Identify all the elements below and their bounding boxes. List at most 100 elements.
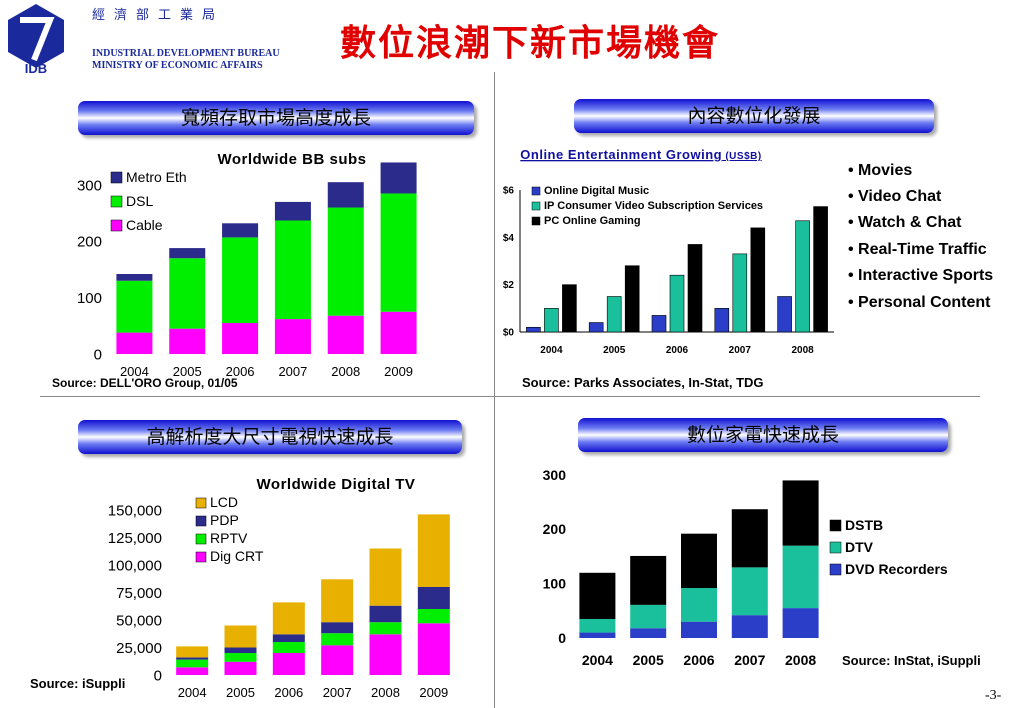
legend-swatch [531, 186, 541, 196]
y-tick-label: 300 [77, 177, 102, 194]
bar-segment [369, 548, 402, 606]
x-tick-label: 2007 [278, 364, 307, 379]
bar-segment [417, 609, 450, 624]
y-tick-label: 0 [94, 346, 102, 363]
bar-segment [116, 332, 153, 354]
y-tick-label: $2 [503, 280, 515, 291]
bar-segment [417, 514, 450, 587]
y-tick-label: $0 [503, 328, 515, 339]
legend-swatch [531, 201, 541, 211]
org-name-en-2: MINISTRY OF ECONOMIC AFFAIRS [92, 60, 263, 71]
source-tr: Source: Parks Associates, In-Stat, TDG [522, 375, 764, 390]
bar-segment [272, 602, 305, 635]
x-tick-label: 2008 [371, 685, 400, 700]
x-tick-label: 2006 [226, 364, 255, 379]
x-tick-label: 2007 [734, 652, 765, 668]
idb-logo: IDB [8, 4, 64, 74]
legend-label: RPTV [210, 530, 248, 546]
bullet-item: • Real-Time Traffic [848, 241, 987, 258]
x-tick-label: 2006 [274, 685, 303, 700]
bar-segment [169, 328, 206, 354]
bar-segment [782, 608, 819, 638]
bar-segment [579, 632, 616, 638]
bar-segment [630, 555, 667, 605]
chart-title: Worldwide Digital TV [257, 476, 416, 493]
legend-swatch [531, 216, 541, 226]
y-tick-label: 25,000 [116, 640, 162, 657]
legend-label: LCD [210, 494, 238, 510]
x-tick-label: 2008 [331, 364, 360, 379]
bar [651, 315, 667, 333]
bar-segment [272, 653, 305, 675]
bar-segment [272, 634, 305, 642]
legend-swatch [110, 171, 123, 184]
x-tick-label: 2006 [666, 345, 689, 356]
page-title: 數位浪潮下新市場機會 [340, 22, 721, 64]
banner-tr-label: 內容數位化發展 [687, 105, 821, 127]
x-tick-label: 2004 [582, 652, 613, 668]
bar [526, 326, 541, 333]
chart-title: Worldwide BB subs [217, 151, 366, 168]
bar-segment [369, 605, 402, 623]
bar [588, 322, 604, 333]
x-tick-label: 2005 [603, 345, 626, 356]
bar [732, 253, 748, 333]
bar-segment [321, 579, 354, 623]
horizontal-divider [40, 396, 980, 397]
bar-segment [224, 661, 257, 675]
bar-segment [116, 280, 153, 333]
legend-label: DSL [126, 193, 153, 209]
chart-bb: Worldwide BB subs 0 100 200 300 2004 2005 2006 2… [77, 151, 417, 379]
bullet-item: • Video Chat [848, 188, 942, 205]
bar-segment [731, 509, 768, 568]
y-tick-label: 100 [77, 290, 102, 307]
org-name-en-1: INDUSTRIAL DEVELOPMENT BUREAU [92, 48, 280, 59]
bar-segment [380, 193, 417, 312]
bar-segment [579, 618, 616, 633]
bar-segment [369, 634, 402, 675]
x-tick-label: 2008 [785, 652, 816, 668]
legend-swatch [829, 563, 842, 576]
x-tick-label: 2009 [419, 685, 448, 700]
chart-title: Online Entertainment Growing (US$B) [520, 147, 761, 162]
bar-segment [222, 223, 259, 238]
x-tick-label: 2005 [173, 364, 202, 379]
chart-ent: Online Entertainment Growing (US$B) $0 $2 $… [503, 147, 834, 356]
x-tick-label: 2006 [683, 652, 714, 668]
y-tick-label: 100 [543, 576, 567, 592]
bar-segment [224, 625, 257, 648]
bar-segment [327, 207, 364, 316]
legend-label: Online Digital Music [544, 185, 649, 197]
bar-segment [579, 572, 616, 619]
x-tick-label: 2009 [384, 364, 413, 379]
chart-home: 0 100 200 300 2004 2005 2006 2007 2008 DSTB DTV DVD… [543, 467, 948, 668]
bar [624, 265, 640, 333]
banner-br: 數位家電快速成長 [578, 418, 948, 452]
legend-swatch [195, 497, 207, 509]
bar-segment [681, 533, 717, 589]
y-tick-label: 100,000 [108, 557, 162, 574]
legend-label: PDP [210, 512, 239, 528]
source-br: Source: InStat, iSuppli [842, 653, 981, 668]
x-tick-label: 2007 [323, 685, 352, 700]
x-tick-label: 2004 [540, 345, 563, 356]
bar [750, 227, 766, 333]
bar-segment [782, 480, 819, 546]
bar-segment [274, 220, 311, 320]
banner-bl-label: 高解析度大尺寸電視快速成長 [146, 426, 394, 448]
x-tick-label: 2004 [178, 685, 207, 700]
bar [795, 220, 810, 333]
legend-label: PC Online Gaming [544, 215, 641, 227]
legend-label: DVD Recorders [845, 561, 948, 577]
legend-swatch [829, 519, 842, 532]
legend-label: Cable [126, 217, 163, 233]
bar-segment [327, 315, 364, 354]
bar-segment [731, 567, 768, 616]
legend-swatch [195, 533, 207, 545]
bar-segment [327, 182, 364, 208]
bar [777, 296, 792, 333]
y-tick-label: $4 [503, 233, 515, 244]
source-bl: Source: iSuppli [30, 676, 126, 691]
bullet-item: • Personal Content [848, 294, 991, 311]
